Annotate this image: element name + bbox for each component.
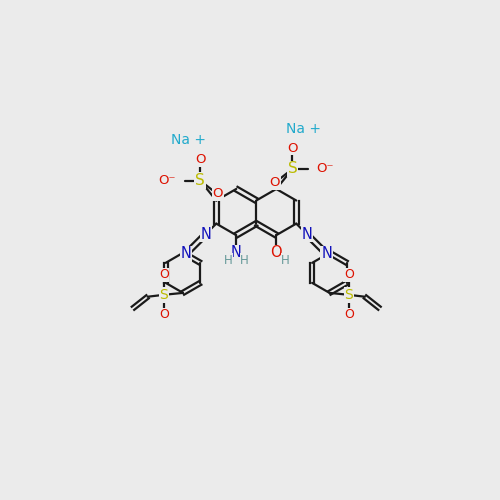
Text: O: O — [344, 268, 354, 281]
Text: S: S — [288, 162, 298, 176]
Text: O: O — [159, 308, 168, 322]
Text: O: O — [344, 308, 354, 322]
Text: Na +: Na + — [286, 122, 322, 136]
Text: H: H — [240, 254, 249, 267]
Text: S: S — [344, 288, 353, 302]
Text: S: S — [160, 288, 168, 302]
Text: O⁻: O⁻ — [158, 174, 176, 187]
Text: N: N — [321, 246, 332, 262]
Text: O: O — [212, 188, 223, 200]
Text: N: N — [200, 226, 211, 242]
Text: O: O — [287, 142, 298, 154]
Text: H: H — [281, 254, 290, 267]
Text: O: O — [195, 153, 205, 166]
Text: N: N — [302, 226, 312, 242]
Text: H: H — [224, 254, 232, 267]
Text: O: O — [270, 176, 280, 189]
Text: N: N — [231, 246, 241, 260]
Text: N: N — [180, 246, 192, 262]
Text: O: O — [270, 246, 282, 260]
Text: O: O — [159, 268, 168, 281]
Text: Na +: Na + — [171, 133, 206, 147]
Text: S: S — [195, 173, 205, 188]
Text: O⁻: O⁻ — [316, 162, 334, 175]
